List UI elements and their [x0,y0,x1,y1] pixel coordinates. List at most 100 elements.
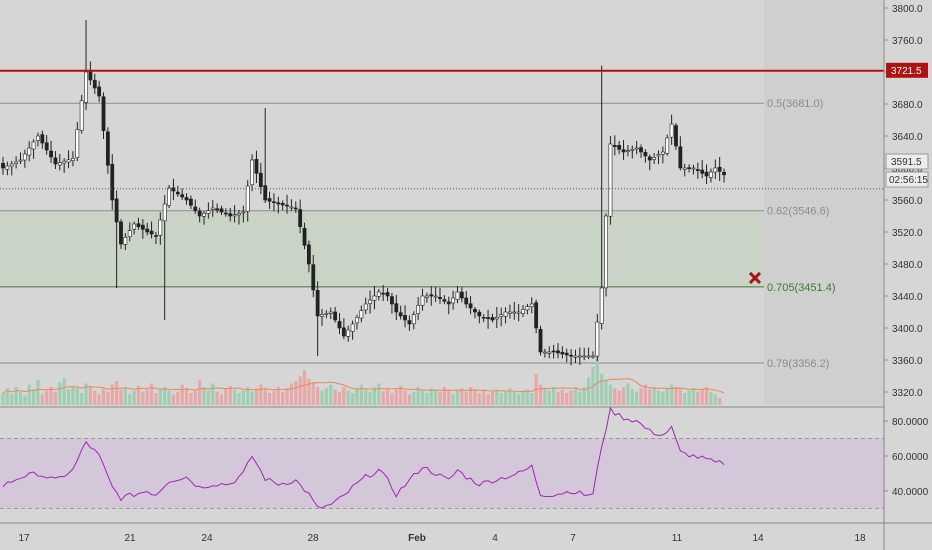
countdown-tag [885,171,929,188]
volume-bar [364,389,368,405]
volume-bar [525,389,529,405]
candle-body [333,311,338,321]
volume-bar [75,388,79,405]
price-axis-label: 3320.0 [892,388,923,399]
price-axis-label: 3800.0 [892,4,923,15]
volume-bar [23,395,27,405]
candle-body [228,213,233,217]
volume-bar [713,394,717,405]
candle-body [84,71,88,103]
volume-bar [84,383,88,405]
volume-bar [582,387,586,405]
rsi-axis-label: 80.0000 [892,417,929,428]
volume-bar [608,384,613,405]
candle-body [490,317,495,321]
volume-bar [709,391,713,405]
volume-bar [58,382,62,405]
volume-bar [473,389,477,405]
candle-body [341,327,346,337]
time-axis-label: 24 [201,533,213,544]
price-axis-label: 3480.0 [892,260,923,271]
candle-body [189,198,193,206]
candle-body [311,264,316,291]
candle-body [595,321,600,357]
volume-bar [477,393,481,405]
volume-bar [329,384,333,405]
volume-bar [316,387,320,405]
candle-body [66,159,71,163]
candle-body [263,185,268,201]
candle-body [573,355,578,358]
candle-body [424,295,429,298]
candle-body [254,159,259,174]
candle-body [700,169,705,174]
candle-body [713,167,718,173]
volume-bar [36,379,40,405]
volume-bar [678,389,682,405]
volume-bar [27,384,31,405]
last-price-tag-label: 3591.5 [891,157,922,168]
volume-bar [573,388,578,405]
candle-body [368,299,372,304]
candle-body [678,146,683,169]
volume-bar [176,391,180,405]
candle-body [411,314,416,325]
volume-bar [171,394,176,405]
volume-bar [80,393,84,405]
candle-body [626,150,630,152]
volume-bar [490,391,495,405]
volume-bar [595,353,599,405]
volume-bar [604,381,608,405]
candle-body [105,131,110,166]
volume-bar [438,391,442,405]
candle-body [521,309,525,314]
candle-body [647,156,652,161]
volume-bar [543,388,547,405]
price-axis-label: 3640.0 [892,132,923,143]
volume-bar [259,384,263,405]
volume-bar [621,387,626,405]
candle-body [438,297,442,299]
volume-bar [521,390,525,405]
candle-body [167,187,171,206]
volume-bar [377,383,381,405]
candle-body [5,165,10,170]
volume-bar [613,388,617,405]
candle-body [586,355,591,358]
volume-bar [158,389,162,405]
volume-bar [106,391,110,405]
candle-body [197,210,202,217]
candle-body [652,157,657,160]
candle-body [359,310,364,319]
volume-bar [272,390,276,405]
rsi-line [2,406,725,509]
volume-bar [464,391,468,405]
resistance-tag-label: 3721.5 [891,66,922,77]
candle-body [416,305,421,314]
candle-body [140,224,145,230]
volume-bar [149,383,154,405]
fib-label-0.5: 0.5(3681.0) [767,98,823,110]
candle-body [206,210,211,214]
fib-label-0.705: 0.705(3451.4) [767,282,836,294]
fib-zone [0,210,764,287]
volume-bar [281,391,285,405]
candle-body [407,320,412,325]
candle-body [381,292,386,295]
candle-body [145,228,150,233]
volume-bar [337,391,342,405]
candle-body [459,291,464,299]
candle-body [582,355,587,358]
volume-bar [189,393,193,405]
volume-ma-line [2,378,725,394]
candle-body [709,171,713,178]
candle-body [403,315,407,321]
volume-bar [311,382,315,405]
candle-body [591,355,595,358]
volume-bar [696,391,700,405]
volume-bar [93,390,97,405]
volume-bar [215,391,219,405]
time-axis-label: Feb [408,533,426,544]
